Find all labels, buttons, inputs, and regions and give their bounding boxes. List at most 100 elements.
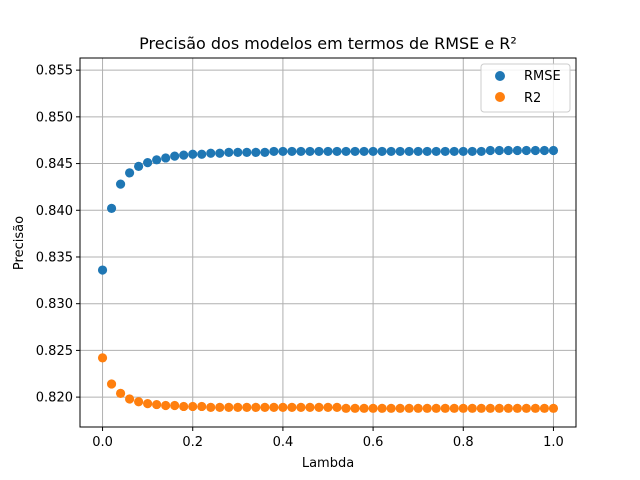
point-r2 [323,402,333,412]
point-rmse [386,146,396,157]
y-tick-label: 0.830 [36,297,73,312]
point-rmse [278,146,288,157]
point-rmse [206,148,216,158]
point-r2 [188,401,198,412]
point-rmse [449,146,459,157]
axis-ticks: 0.0 0.2 0.4 0.6 0.8 1.0 0.820 0.825 0.830 0.835 0.… [36,64,564,450]
point-r2 [404,403,414,413]
point-r2 [206,402,216,412]
point-r2 [368,403,378,413]
legend-marker-rmse [495,71,505,81]
point-r2 [125,394,135,404]
point-rmse [197,149,207,159]
point-rmse [314,146,324,157]
point-rmse [188,149,198,159]
x-tick-label: 0.2 [182,435,203,450]
point-rmse [377,146,387,157]
point-rmse [341,146,351,157]
point-r2 [476,403,486,413]
point-r2 [377,403,387,413]
point-rmse [287,146,297,157]
point-r2 [224,402,234,412]
point-r2 [152,399,162,410]
point-r2 [143,399,153,409]
point-r2 [341,403,351,413]
point-r2 [305,402,315,412]
point-rmse [485,145,495,156]
y-tick-label: 0.825 [36,344,73,359]
point-rmse [368,146,378,157]
point-r2 [494,403,504,413]
point-rmse [296,146,306,157]
point-rmse [97,265,108,275]
point-rmse [512,145,522,156]
point-rmse [242,147,252,157]
x-tick-label: 1.0 [543,435,564,450]
point-rmse [422,146,432,157]
x-tick-label: 0.0 [92,435,113,450]
point-rmse [106,203,117,214]
point-rmse [494,145,504,156]
grid [80,58,576,427]
point-r2 [350,403,360,413]
x-tick-label: 0.4 [273,435,294,450]
point-r2 [548,403,559,413]
point-rmse [476,146,486,157]
point-rmse [323,146,333,157]
point-r2 [422,403,432,413]
point-rmse [350,146,360,157]
point-r2 [233,402,243,412]
point-r2 [179,401,189,412]
point-r2 [449,403,459,413]
plot-frame [79,57,577,428]
point-rmse [115,179,126,189]
point-r2 [251,402,261,412]
y-tick-label: 0.845 [36,157,73,172]
x-tick-label: 0.8 [453,435,474,450]
point-rmse [440,146,450,157]
y-tick-label: 0.835 [36,250,73,265]
point-rmse [161,153,171,163]
point-rmse [395,146,405,157]
data-points [97,145,559,413]
point-r2 [539,403,550,413]
point-r2 [314,402,324,412]
point-r2 [97,353,108,363]
point-r2 [278,402,288,412]
point-rmse [413,146,423,157]
y-tick-label: 0.840 [36,204,73,219]
point-rmse [458,146,468,157]
point-r2 [287,402,297,412]
point-r2 [170,400,180,411]
point-rmse [404,146,414,157]
point-rmse [332,146,342,157]
point-r2 [413,403,423,413]
x-tick-label: 0.6 [363,435,384,450]
point-rmse [539,145,550,156]
point-rmse [431,146,441,157]
point-r2 [467,403,477,413]
y-tick-label: 0.820 [36,391,73,406]
point-rmse [305,146,315,157]
y-tick-label: 0.850 [36,110,73,125]
point-r2 [106,379,117,389]
point-rmse [503,145,513,156]
point-rmse [125,168,135,178]
point-rmse [467,146,477,157]
point-rmse [260,147,270,157]
point-r2 [332,402,342,412]
point-r2 [296,402,306,412]
point-rmse [521,145,532,156]
point-r2 [485,403,495,413]
point-r2 [359,403,369,413]
point-r2 [386,403,396,413]
point-r2 [269,402,279,412]
point-r2 [458,403,468,413]
point-r2 [530,403,541,413]
point-r2 [115,388,126,398]
point-r2 [395,403,405,413]
point-r2 [215,402,225,412]
point-r2 [242,402,252,412]
point-rmse [170,151,180,161]
